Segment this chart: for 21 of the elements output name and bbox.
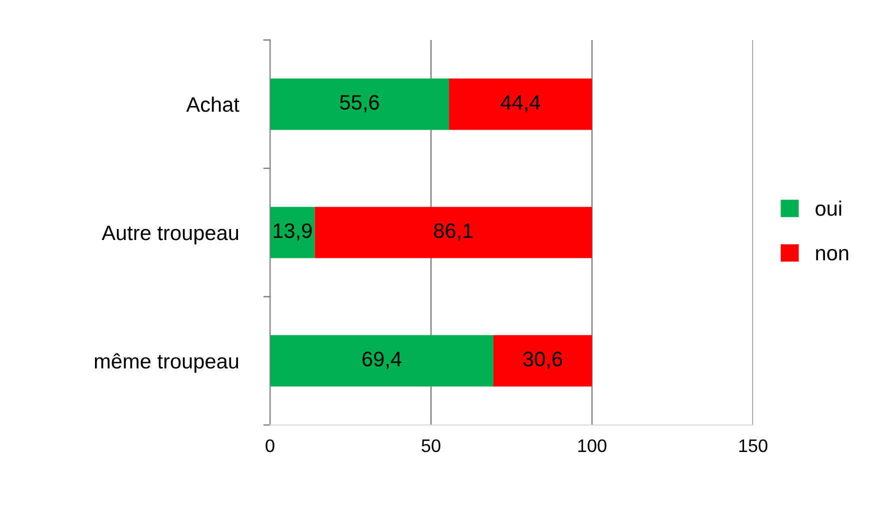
data-label: 69,4 — [362, 352, 402, 369]
legend-label: non — [816, 248, 848, 260]
x-tick-label: 150 — [739, 439, 768, 452]
bar — [270, 78, 450, 130]
legend-label: oui — [816, 200, 842, 216]
x-tick-label: 100 — [578, 439, 606, 452]
y-tick-label: Achat — [186, 96, 240, 112]
data-label: 13,9 — [274, 223, 312, 241]
bar — [314, 206, 592, 258]
data-label: 44,4 — [500, 95, 540, 112]
y-tick-label: Autre troupeau — [102, 226, 238, 244]
data-label: 55,6 — [340, 95, 379, 112]
y-tick-label: même troupeau — [94, 353, 238, 373]
bar — [493, 335, 592, 386]
bar — [449, 78, 592, 130]
x-tick-label: 0 — [266, 439, 274, 452]
bar — [270, 206, 315, 258]
data-label: 30,6 — [523, 352, 562, 369]
data-label: 86,1 — [434, 223, 473, 241]
bar — [270, 335, 494, 386]
x-tick-label: 50 — [422, 439, 440, 452]
